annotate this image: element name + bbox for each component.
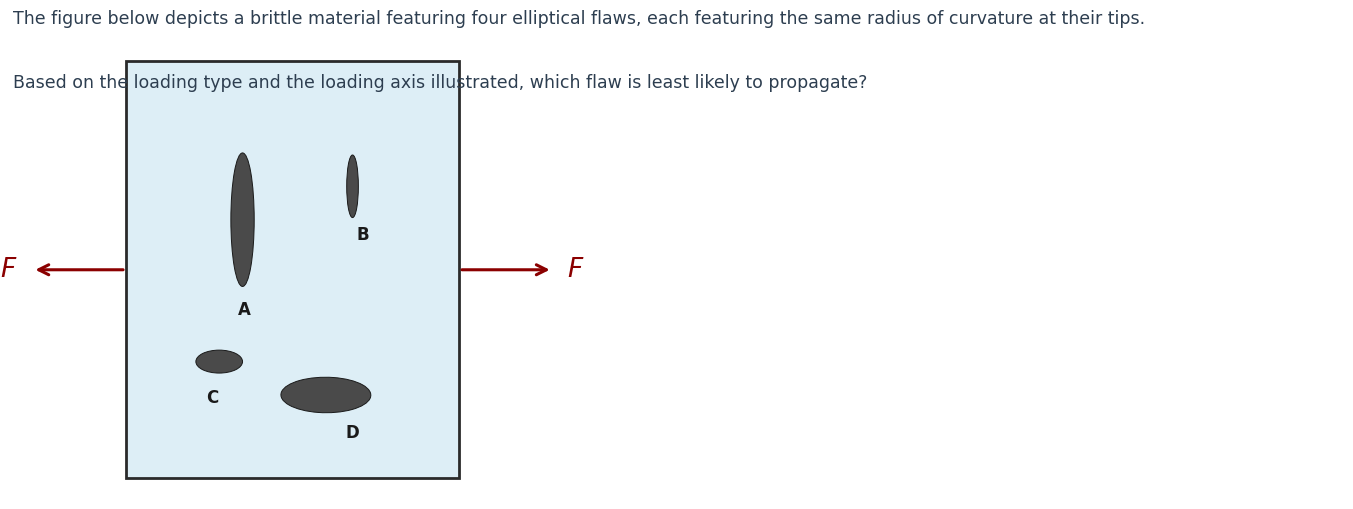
Text: B: B [356, 226, 369, 244]
Ellipse shape [196, 350, 242, 373]
Text: Based on the loading type and the loading axis illustrated, which flaw is least : Based on the loading type and the loadin… [12, 74, 867, 92]
Text: C: C [207, 389, 219, 407]
Ellipse shape [346, 155, 359, 218]
Text: $F$: $F$ [0, 257, 18, 283]
Text: A: A [238, 301, 250, 319]
Ellipse shape [231, 153, 254, 287]
Text: $F$: $F$ [567, 257, 584, 283]
FancyBboxPatch shape [126, 61, 459, 478]
Text: D: D [345, 424, 360, 442]
Ellipse shape [281, 377, 371, 413]
Text: The figure below depicts a brittle material featuring four elliptical flaws, eac: The figure below depicts a brittle mater… [12, 10, 1145, 28]
